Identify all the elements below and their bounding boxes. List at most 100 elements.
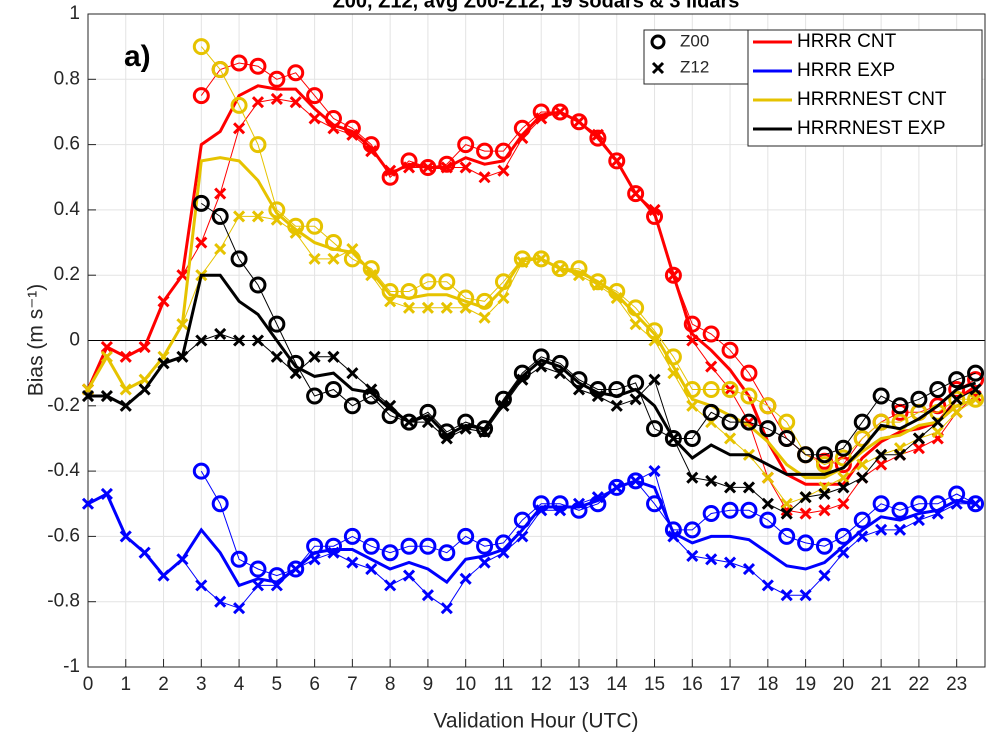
z00-marker	[476, 537, 494, 555]
z12-marker	[459, 572, 472, 585]
z00-marker	[343, 250, 361, 268]
y-axis-label: Bias (m s⁻¹)	[25, 284, 48, 397]
z00-marker	[457, 136, 475, 154]
z12-marker	[195, 236, 208, 249]
z12-marker	[365, 145, 378, 158]
z12-marker	[686, 471, 699, 484]
z00-marker	[532, 348, 550, 366]
x-tick-label: 1	[120, 674, 131, 695]
z12-marker	[81, 497, 95, 510]
z00-marker	[438, 273, 456, 291]
z00-marker	[759, 397, 777, 415]
x-tick-label: 2	[158, 674, 169, 695]
z00-marker	[759, 511, 777, 529]
z12-marker	[327, 252, 340, 265]
z00-marker	[627, 472, 645, 490]
z12-marker	[421, 161, 434, 174]
z00-marker	[948, 380, 966, 398]
z12-marker	[308, 350, 321, 363]
z00-marker	[834, 527, 852, 545]
z00-marker	[778, 429, 796, 447]
z00-marker	[608, 380, 626, 398]
z12-marker	[233, 602, 246, 615]
z12-marker	[554, 367, 567, 380]
z12-marker	[251, 210, 265, 223]
z12-marker	[270, 579, 283, 592]
z00-marker	[702, 403, 720, 421]
z00-marker	[494, 534, 512, 552]
z12-marker	[875, 458, 888, 471]
z12-marker	[497, 546, 510, 559]
z00-marker	[513, 250, 531, 268]
z00-marker	[683, 315, 701, 333]
y-tick-label: -0.8	[47, 591, 80, 612]
z00-marker	[532, 250, 550, 268]
z12-marker	[837, 471, 850, 484]
z00-marker	[740, 501, 758, 519]
z00-marker	[268, 315, 286, 333]
z12-marker	[440, 602, 453, 615]
z12-marker	[516, 373, 529, 386]
z00-marker	[457, 527, 475, 545]
z00-marker	[929, 380, 947, 398]
z00-marker	[740, 364, 758, 382]
z00-marker	[476, 420, 494, 438]
z12-marker	[346, 367, 359, 380]
z12-marker	[535, 252, 548, 265]
z00-marker	[834, 449, 852, 467]
x-tick-label: 6	[309, 674, 320, 695]
z12-marker	[289, 367, 302, 380]
z00-marker	[646, 495, 664, 513]
z12-marker	[912, 442, 925, 455]
z00-marker	[362, 537, 380, 555]
z12-marker	[100, 389, 113, 403]
z00-marker	[683, 521, 701, 539]
z00-marker	[419, 158, 437, 176]
z00-marker	[287, 64, 305, 82]
z12-marker	[629, 393, 642, 406]
x-tick-label: 18	[757, 674, 778, 695]
z12-marker	[554, 504, 567, 517]
z12-marker	[554, 262, 567, 275]
run-line	[200, 470, 976, 577]
z00-marker	[797, 446, 815, 464]
z12-marker	[686, 334, 699, 347]
z12-marker	[648, 465, 661, 478]
z00-marker	[683, 429, 701, 447]
z12-marker	[138, 383, 151, 396]
z00-marker	[721, 341, 739, 359]
x-tick-label: 9	[423, 674, 434, 695]
z00-marker	[702, 505, 720, 523]
x-tick-label: 3	[196, 674, 207, 695]
z00-marker	[702, 325, 720, 343]
x-tick-label: 11	[494, 674, 514, 695]
z00-marker	[419, 273, 437, 291]
x-tick-label: 13	[568, 674, 589, 695]
z12-marker	[289, 562, 302, 576]
z12-marker	[856, 458, 869, 471]
z00-marker	[306, 217, 324, 235]
z00-marker	[778, 413, 796, 431]
z00-marker	[683, 380, 701, 398]
z12-marker	[289, 96, 302, 109]
z12-marker	[686, 549, 699, 563]
z00-marker	[287, 354, 305, 372]
z12-marker	[724, 481, 737, 494]
z00-marker	[494, 142, 512, 160]
z12-marker	[402, 161, 416, 174]
z12-marker	[119, 383, 132, 396]
z12-marker	[572, 269, 586, 282]
z12-marker	[856, 530, 869, 543]
z00-marker	[249, 560, 267, 578]
z00-marker	[910, 390, 928, 408]
z12-marker	[591, 389, 604, 403]
z12-marker	[780, 507, 793, 520]
z12-marker	[157, 569, 170, 582]
z12-marker	[535, 112, 548, 125]
z12-marker	[440, 161, 453, 174]
z12-marker	[572, 115, 586, 128]
avg-line	[87, 479, 976, 588]
z12-marker	[270, 92, 283, 105]
z12-marker	[724, 556, 737, 569]
z00-marker	[815, 446, 833, 464]
